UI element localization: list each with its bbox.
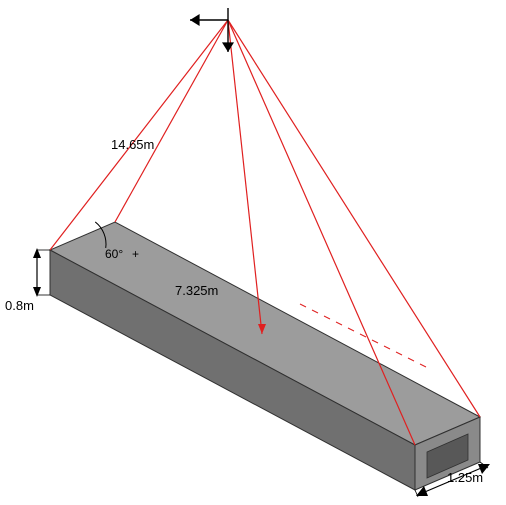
label-half-length: 7.325m	[175, 283, 218, 298]
apex-down-arrow-head	[222, 42, 234, 52]
diagram-canvas: 14.65m 60° + 7.325m 0.8m 1.25m	[0, 0, 506, 505]
label-angle-plus: +	[132, 247, 139, 261]
half-dash-4	[348, 328, 354, 331]
half-dash-0	[300, 304, 306, 307]
cable-front-left	[50, 20, 228, 250]
diagram-svg	[0, 0, 506, 505]
height-dim-head-bot	[33, 287, 41, 297]
label-cable-length: 14.65m	[111, 137, 154, 152]
half-dash-10	[420, 364, 426, 367]
label-width: 1.25m	[447, 470, 483, 485]
label-angle: 60°	[105, 247, 123, 261]
half-dash-7	[384, 346, 390, 349]
apex-left-arrow-head	[190, 14, 200, 26]
label-height: 0.8m	[5, 298, 34, 313]
half-dash-8	[396, 352, 402, 355]
height-dim-head-top	[33, 248, 41, 258]
half-dash-1	[312, 310, 318, 313]
half-dash-5	[360, 334, 366, 337]
cable-back-left	[115, 20, 228, 222]
half-dash-2	[324, 316, 330, 319]
half-dash-9	[408, 358, 414, 361]
half-dash-3	[336, 322, 342, 325]
half-dash-6	[372, 340, 378, 343]
